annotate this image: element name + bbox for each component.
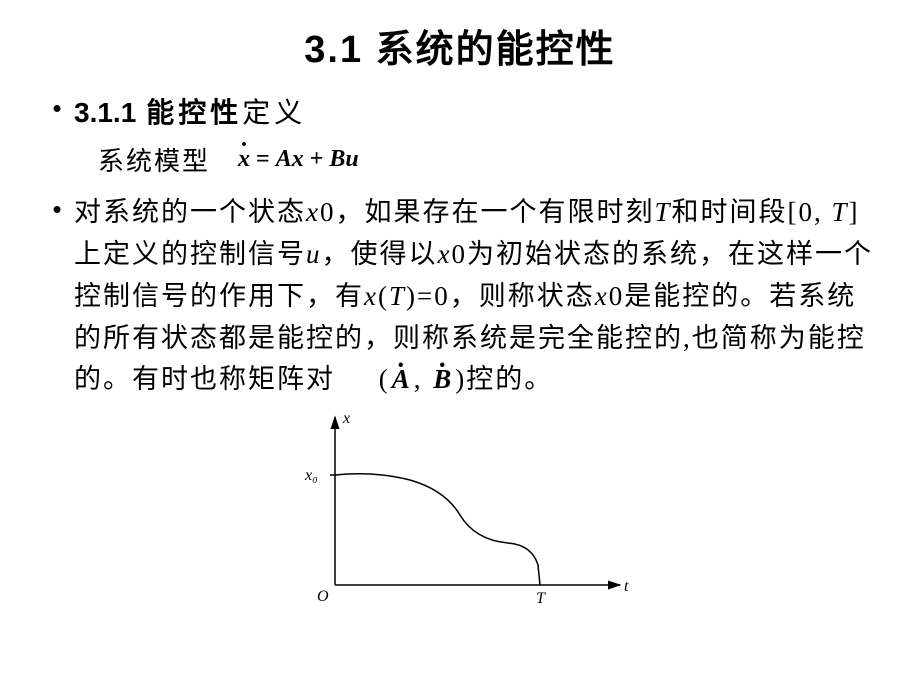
- t-zero1: 0: [320, 197, 336, 227]
- bullet-dot-1: •: [40, 93, 74, 124]
- t-T3: T: [389, 281, 406, 311]
- page-title: 3.1 系统的能控性: [40, 18, 880, 73]
- eq-sign: =: [250, 146, 276, 172]
- t-x0-2: x: [438, 239, 452, 269]
- t-A: A: [392, 359, 412, 401]
- svg-text:O: O: [317, 588, 329, 605]
- t-pclose: )=0: [406, 281, 450, 311]
- eq-x: x: [292, 146, 304, 172]
- bullet-dot-2: •: [40, 194, 74, 225]
- t-x0-1: x: [306, 197, 320, 227]
- section-heading-row: • 3.1.1 能控性定义: [40, 91, 880, 131]
- eq-u: u: [345, 146, 358, 172]
- t-zero2: 0: [451, 239, 467, 269]
- t-T2: T: [832, 197, 849, 227]
- model-row: 系统模型 x = Ax + Bu: [98, 141, 880, 178]
- graph-container: x t Ox₀ T: [40, 405, 880, 620]
- t-mid2: 和时间段[0,: [672, 197, 832, 227]
- t-tail: 控的。: [466, 364, 553, 394]
- svg-text:T: T: [536, 590, 546, 607]
- eq-plus: +: [304, 146, 330, 172]
- t-T1: T: [654, 197, 671, 227]
- xdot: x: [238, 146, 250, 173]
- section-rest: 定义: [242, 97, 306, 128]
- t-mid6: ，则称状态: [450, 281, 595, 311]
- t-popen: (: [378, 281, 389, 311]
- t-xT: x: [364, 281, 378, 311]
- definition-text: 对系统的一个状态x0，如果存在一个有限时刻T和时间段[0, T]上定义的控制信号…: [74, 192, 880, 401]
- body-row: • 对系统的一个状态x0，如果存在一个有限时刻T和时间段[0, T]上定义的控制…: [40, 192, 880, 401]
- svg-text:x: x: [342, 410, 350, 427]
- model-label: 系统模型: [98, 141, 210, 178]
- t-abclose: ): [455, 364, 466, 394]
- svg-text:x₀: x₀: [304, 467, 318, 484]
- eq-A: A: [276, 146, 292, 172]
- section-bold: 能控性: [146, 97, 242, 128]
- t-B: B: [433, 359, 453, 401]
- t-mid1: ，如果存在一个有限时刻: [335, 197, 654, 227]
- section-number: 3.1.1: [74, 97, 136, 128]
- t-comma: ,: [414, 364, 432, 394]
- t-pre1: 对系统的一个状态: [74, 197, 306, 227]
- t-x0-3: x: [595, 281, 609, 311]
- eq-B: B: [329, 146, 345, 172]
- state-equation: x = Ax + Bu: [238, 146, 359, 173]
- t-mid4: ，使得以: [322, 239, 438, 269]
- t-zero3: 0: [609, 281, 625, 311]
- t-abopen: (: [379, 364, 390, 394]
- trajectory-graph: x t Ox₀ T: [280, 405, 640, 620]
- svg-text:t: t: [624, 578, 629, 595]
- section-heading: 3.1.1 能控性定义: [74, 91, 306, 131]
- t-u: u: [306, 239, 322, 269]
